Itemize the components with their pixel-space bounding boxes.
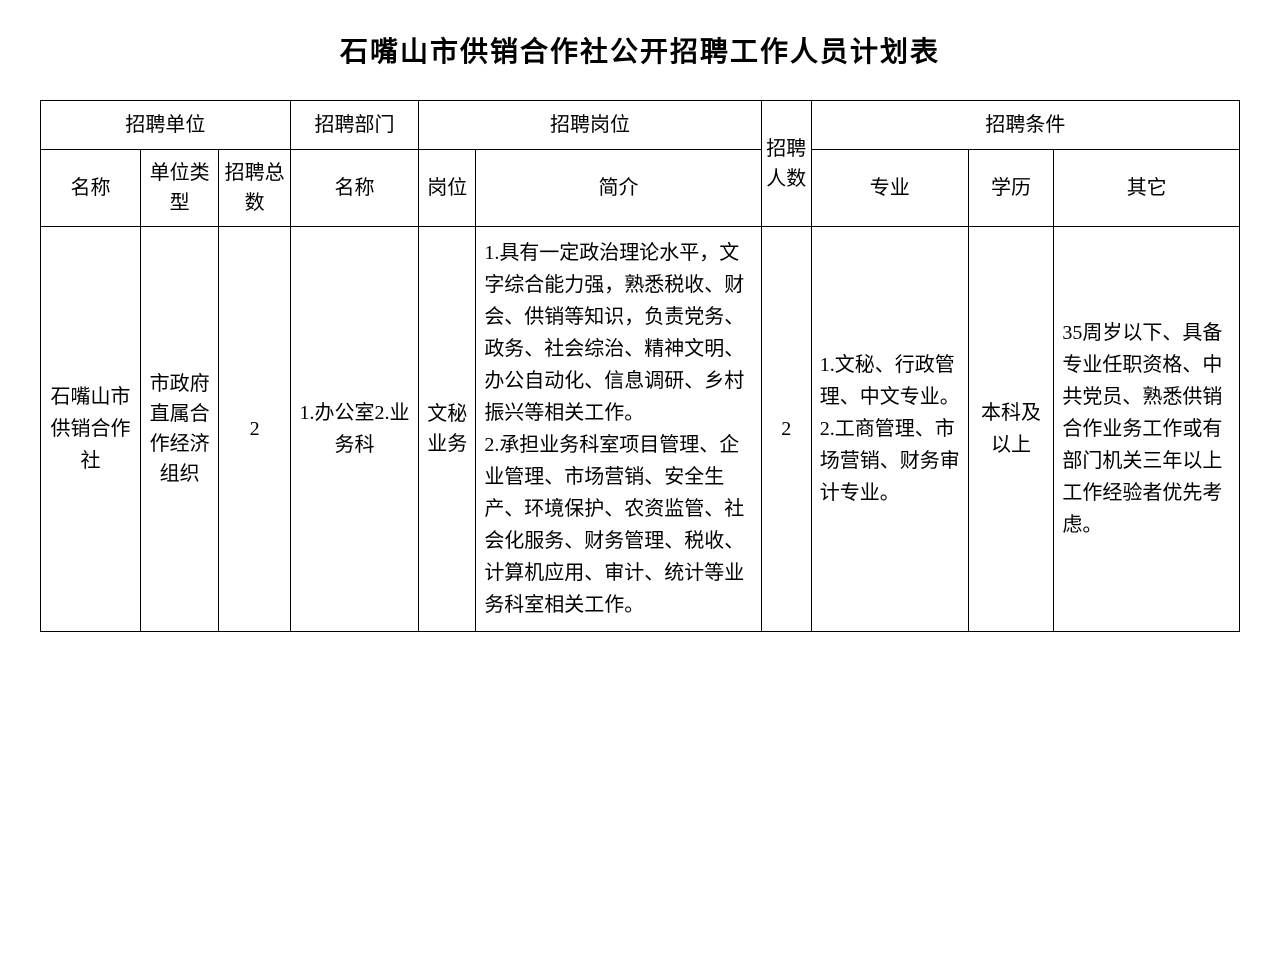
cell-edu: 本科及以上	[968, 227, 1054, 632]
cell-count: 2	[761, 227, 811, 632]
header-desc: 简介	[476, 150, 761, 227]
recruitment-table: 招聘单位 招聘部门 招聘岗位 招聘人数 招聘条件 名称 单位类型 招聘总数 名称…	[40, 100, 1240, 632]
cell-unit-name: 石嘴山市供销合作社	[41, 227, 141, 632]
header-other: 其它	[1054, 150, 1240, 227]
header-dept: 招聘部门	[290, 101, 418, 150]
cell-dept-name: 1.办公室2.业务科	[290, 227, 418, 632]
header-major: 专业	[811, 150, 968, 227]
page-title: 石嘴山市供销合作社公开招聘工作人员计划表	[40, 30, 1240, 70]
cell-post: 文秘业务	[419, 227, 476, 632]
header-unit-type: 单位类型	[140, 150, 219, 227]
header-position: 招聘岗位	[419, 101, 762, 150]
header-row-1: 招聘单位 招聘部门 招聘岗位 招聘人数 招聘条件	[41, 101, 1240, 150]
header-unit-name: 名称	[41, 150, 141, 227]
header-edu: 学历	[968, 150, 1054, 227]
header-count: 招聘人数	[761, 101, 811, 227]
header-unit-total: 招聘总数	[219, 150, 290, 227]
header-post: 岗位	[419, 150, 476, 227]
cell-major: 1.文秘、行政管理、中文专业。2.工商管理、市场营销、财务审计专业。	[811, 227, 968, 632]
header-unit: 招聘单位	[41, 101, 291, 150]
cell-unit-total: 2	[219, 227, 290, 632]
header-condition: 招聘条件	[811, 101, 1239, 150]
cell-unit-type: 市政府直属合作经济组织	[140, 227, 219, 632]
table-row: 石嘴山市供销合作社 市政府直属合作经济组织 2 1.办公室2.业务科 文秘业务 …	[41, 227, 1240, 632]
header-dept-name: 名称	[290, 150, 418, 227]
cell-other: 35周岁以下、具备专业任职资格、中共党员、熟悉供销合作业务工作或有部门机关三年以…	[1054, 227, 1240, 632]
cell-desc: 1.具有一定政治理论水平，文字综合能力强，熟悉税收、财会、供销等知识，负责党务、…	[476, 227, 761, 632]
header-row-2: 名称 单位类型 招聘总数 名称 岗位 简介 专业 学历 其它	[41, 150, 1240, 227]
